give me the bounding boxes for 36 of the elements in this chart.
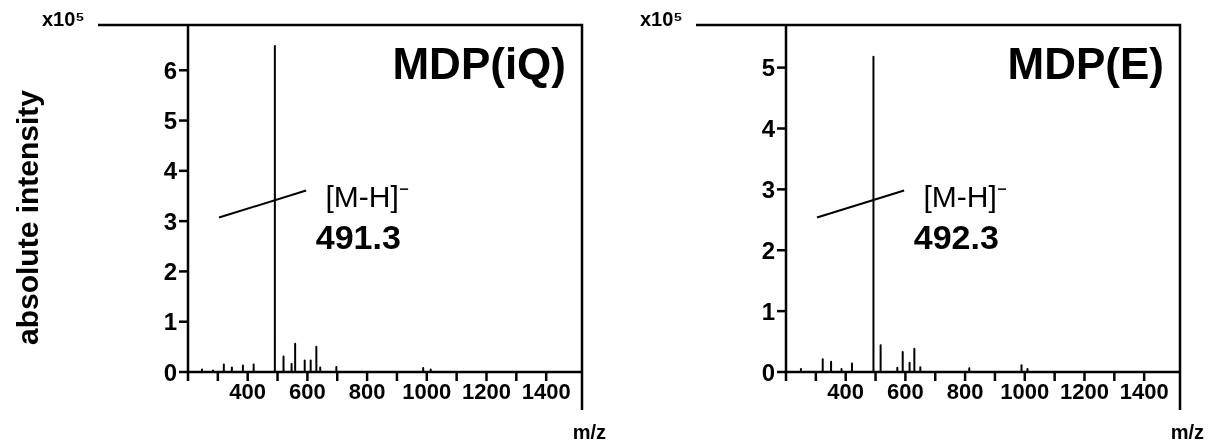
y-tick-label: 0	[163, 358, 177, 386]
annotation: 491.3	[315, 217, 401, 257]
annotation: [M-H]⁻	[923, 179, 1007, 216]
y-tick-label: 3	[761, 175, 775, 203]
x-tick-label: 1400	[521, 378, 571, 404]
y-tick-label: 4	[163, 157, 178, 185]
y-tick-label: 2	[163, 257, 177, 285]
y-tick-label: 0	[761, 358, 775, 386]
x-axis-title: m/z	[572, 421, 606, 442]
x-tick-label: 1200	[1060, 378, 1109, 404]
text: x10⁵	[42, 8, 85, 31]
x-tick-label: 600	[887, 378, 924, 404]
x-tick-label: 1200	[462, 378, 511, 404]
y-tick-label: 1	[163, 308, 177, 336]
x-axis-title: m/z	[1170, 421, 1204, 442]
chart-title: MDP(iQ)	[392, 39, 566, 89]
annotation: [M-H]⁻	[325, 179, 409, 216]
y-tick-label: 3	[163, 207, 177, 235]
y-tick-label: 6	[163, 56, 177, 84]
x-tick-label: 1000	[402, 378, 452, 404]
x-tick-label: 1000	[1000, 378, 1050, 404]
y-tick-label: 1	[761, 297, 775, 325]
chart-title: MDP(E)	[1007, 39, 1164, 89]
y-tick-label: 4	[761, 115, 776, 143]
y-tick-label: 5	[761, 54, 775, 82]
x-tick-label: 1400	[1119, 378, 1169, 404]
x-tick-label: 400	[827, 378, 865, 404]
text: x10⁵	[640, 8, 683, 31]
x-tick-label: 800	[946, 378, 984, 404]
y-tick-label: 5	[163, 107, 177, 135]
x-tick-label: 800	[348, 378, 386, 404]
x-tick-label: 400	[229, 378, 267, 404]
y-tick-label: 2	[761, 236, 775, 264]
annotation: 492.3	[913, 217, 999, 257]
x-tick-label: 600	[289, 378, 326, 404]
y-axis-title: absolute intensity	[11, 89, 44, 346]
